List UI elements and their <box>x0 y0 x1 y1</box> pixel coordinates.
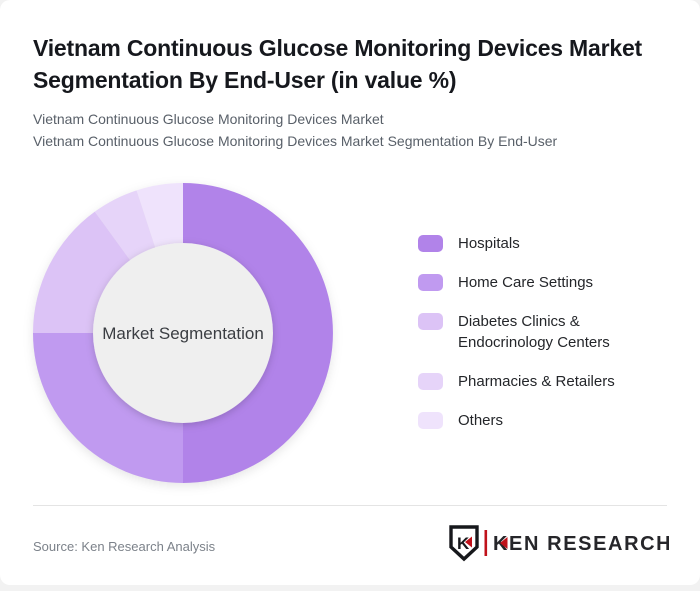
legend-swatch-others <box>418 412 443 429</box>
legend-swatch-hospitals <box>418 235 443 252</box>
logo-k-red-triangle <box>500 537 508 549</box>
legend-item-others: Others <box>418 410 653 431</box>
legend-item-home-care: Home Care Settings <box>418 272 653 293</box>
source-text: Source: Ken Research Analysis <box>33 539 216 554</box>
chart-subtitles: Vietnam Continuous Glucose Monitoring De… <box>33 108 683 152</box>
logo-text: KEN RESEARCH <box>493 533 669 555</box>
legend-item-hospitals: Hospitals <box>418 233 653 254</box>
donut-hole <box>93 243 273 423</box>
shield-letter: K <box>457 534 470 553</box>
shield-red-triangle <box>465 536 472 548</box>
legend-label: Home Care Settings <box>458 274 594 291</box>
legend-swatch-home-care <box>418 274 443 291</box>
legend-item-pharmacies: Pharmacies & Retailers <box>418 371 653 392</box>
legend-label: Diabetes Clinics & Endocrinology Centers <box>458 313 610 351</box>
shield-icon: K <box>449 525 479 562</box>
chart-center-label: Market Segmentation <box>102 324 264 343</box>
ken-research-logo: K KEN RESEARCH <box>449 525 669 562</box>
page-title: Vietnam Continuous Glucose Monitoring De… <box>33 35 643 93</box>
logo-divider-bar <box>484 530 488 556</box>
legend-item-diabetes-clinics: Diabetes Clinics & Endocrinology Centers <box>418 311 653 353</box>
subtitle-line-1: Vietnam Continuous Glucose Monitoring De… <box>33 111 384 127</box>
subtitle-line-2: Vietnam Continuous Glucose Monitoring De… <box>33 133 558 149</box>
legend-label: Hospitals <box>458 235 520 252</box>
legend: Hospitals Home Care Settings Diabetes Cl… <box>418 233 653 431</box>
legend-label: Others <box>458 412 504 429</box>
footer-divider <box>33 505 667 506</box>
legend-label: Pharmacies & Retailers <box>458 373 615 390</box>
legend-swatch-pharmacies <box>418 373 443 390</box>
donut-chart: Market Segmentation <box>33 183 333 483</box>
legend-swatch-diabetes-clinics <box>418 313 443 330</box>
